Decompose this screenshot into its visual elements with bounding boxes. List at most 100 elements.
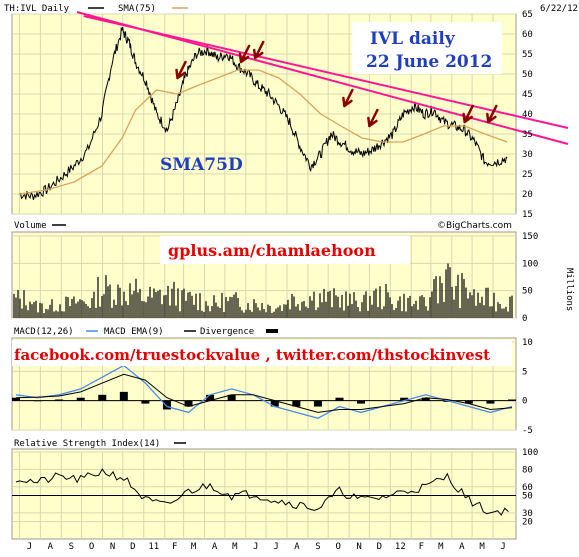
arrow-shape [462, 104, 474, 124]
x-tick-label: A [212, 542, 218, 552]
annotation-title-2: 22 June 2012 [366, 52, 492, 72]
rsi-title: Relative Strength Index(14) [14, 439, 160, 449]
arrow-shape [175, 60, 187, 80]
x-tick-label: M [438, 542, 444, 552]
price-y-tick-label: 65 [522, 10, 533, 20]
x-tick-label: J [27, 542, 32, 552]
price-y-tick-label: 15 [522, 210, 533, 220]
x-tick-label: M [479, 542, 485, 552]
x-tick-label: J [500, 542, 505, 552]
x-tick-label: A [48, 542, 54, 552]
macd-line [15, 364, 513, 419]
arrow-shape [238, 44, 251, 64]
price-y-tick-label: 50 [522, 70, 533, 80]
divergence-bar [119, 391, 128, 401]
trendline [76, 11, 569, 145]
divergence-bar [76, 397, 85, 401]
x-tick-label: F [172, 542, 177, 552]
price-y-tick-label: 25 [522, 170, 533, 180]
x-tick-label: S [315, 542, 320, 552]
price-y-tick-label: 30 [522, 150, 533, 160]
x-tick-label: J [253, 542, 258, 552]
divergence-bar [162, 400, 171, 410]
divergence-bar [227, 394, 236, 401]
macd-ema-title: MACD EMA(9) [104, 327, 164, 337]
divergence-bar [12, 397, 20, 401]
volume-title: Volume [14, 221, 47, 231]
annotation-sma: SMA75D [160, 155, 243, 175]
sma-line [19, 69, 508, 195]
x-tick-label: O [335, 542, 340, 552]
price-y-tick-label: 45 [522, 90, 533, 100]
price-y-tick-label: 20 [522, 190, 533, 200]
x-tick-label: M [191, 542, 197, 552]
divergence-bar [98, 394, 107, 401]
arrow-shape [367, 108, 379, 128]
volume-y-tick-label: 150 [522, 232, 538, 242]
divergence-bar [464, 400, 473, 404]
volume-ylabel: Millions [564, 268, 574, 311]
macd-y-tick-label: 5 [522, 367, 527, 377]
rsi-y-tick-label: 30 [522, 509, 533, 519]
resistance-arrow [486, 104, 498, 124]
macd-y-tick-label: -5 [522, 426, 533, 436]
x-tick-label: M [232, 542, 238, 552]
divergence-bar [292, 400, 301, 407]
sma-legend-label: SMA(75) [118, 4, 156, 14]
divergence-bar [357, 400, 366, 404]
divergence-bar [270, 400, 279, 407]
macd-y-tick-label: 10 [522, 338, 533, 348]
gplus-annotation-bg [160, 236, 410, 264]
arrow-shape [342, 88, 354, 108]
annotation-title-1: IVL daily [370, 29, 456, 49]
divergence-bar [421, 397, 430, 401]
resistance-arrow [462, 104, 474, 124]
rsi-y-tick-label: 60 [522, 483, 533, 493]
arrow-shape [252, 40, 265, 60]
x-tick-label: J [273, 542, 278, 552]
divergence-bar [400, 397, 409, 401]
resistance-arrow [238, 44, 251, 64]
volume-y-tick-label: 0 [522, 314, 527, 324]
resistance-arrow [175, 60, 187, 80]
price-y-tick-label: 40 [522, 110, 533, 120]
macd-signal-line [15, 373, 513, 413]
divergence-bar [184, 400, 193, 407]
annotation-gplus: gplus.am/chamlaehoon [168, 241, 376, 260]
divergence-bar [486, 400, 495, 404]
date-label: 6/22/12 [540, 4, 578, 14]
x-tick-label: O [89, 542, 94, 552]
arrow-shape [486, 104, 498, 124]
macd-title: MACD(12,26) [14, 327, 74, 337]
price-y-tick-label: 55 [522, 50, 533, 60]
divergence-title: Divergence [200, 327, 254, 337]
x-tick-label: A [294, 542, 300, 552]
divergence-bar [206, 394, 215, 401]
volume-y-tick-label: 100 [522, 259, 538, 269]
x-tick-label: F [419, 542, 424, 552]
x-tick-label: N [110, 542, 115, 552]
rsi-y-tick-label: 100 [522, 448, 538, 458]
axis-layer: J A S O N D 11 F M A M J J A S O N D 12 F M A M J 15 20 25 30 35 40 45… [27, 10, 539, 552]
rsi-y-tick-label: 20 [522, 518, 533, 528]
rsi-panel [11, 448, 517, 540]
resistance-arrow [367, 108, 379, 128]
rsi-y-tick-label: 80 [522, 465, 533, 475]
x-tick-label: N [356, 542, 361, 552]
watermark: ©BigCharts.com [437, 221, 512, 231]
divergence-bar [508, 399, 516, 401]
x-tick-label: 11 [148, 542, 159, 552]
price-y-tick-label: 60 [522, 30, 533, 40]
rsi-line [15, 468, 509, 516]
x-tick-label: D [377, 542, 382, 552]
series-layer [12, 11, 569, 516]
x-tick-label: S [69, 542, 74, 552]
divergence-bar [33, 400, 42, 402]
divergence-bar [313, 400, 322, 407]
price-line [19, 27, 508, 201]
title-annotation-bg [352, 22, 502, 74]
macd-y-tick-label: 0 [522, 397, 527, 407]
symbol-label: TH:IVL Daily [4, 4, 70, 14]
